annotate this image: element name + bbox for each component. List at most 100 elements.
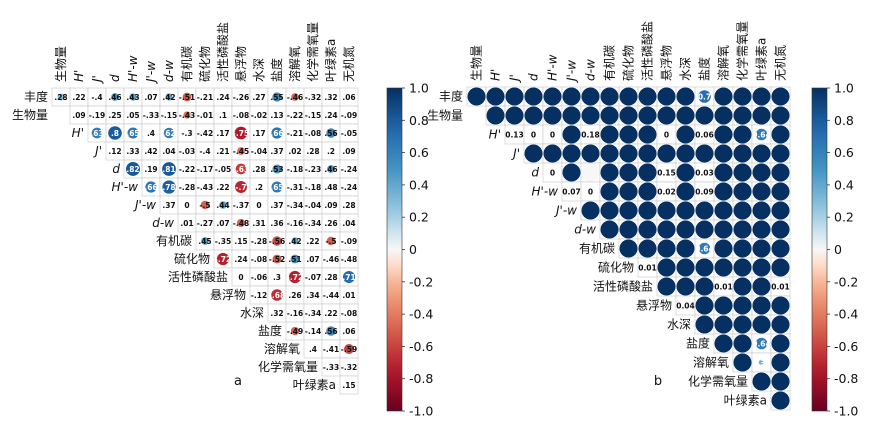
corr-circle [162, 162, 176, 176]
corr-circle [237, 147, 245, 155]
row-label: d [112, 162, 120, 176]
corr-circle [291, 237, 299, 245]
p-circle [600, 144, 619, 163]
corr-circle [126, 162, 140, 176]
corr-circle [271, 181, 283, 193]
value-label: .05 [126, 111, 139, 120]
value-label: .09 [342, 147, 355, 156]
p-circle [752, 258, 771, 277]
p-circle [733, 315, 752, 334]
corr-circle [219, 201, 227, 209]
column-label: 盐度 [269, 58, 284, 82]
p-circle [581, 106, 600, 125]
corr-circle [91, 127, 103, 139]
value-label: -.02 [251, 111, 267, 120]
corr-circle [236, 218, 246, 228]
value-label: .62 [162, 129, 175, 138]
p-circle [752, 315, 771, 334]
p-circle [543, 106, 562, 125]
value-label: .31 [252, 219, 265, 228]
p-circle [676, 125, 695, 144]
grid-cell [339, 375, 359, 395]
p-circle [467, 87, 486, 106]
p-circle [581, 163, 600, 182]
p-circle [638, 106, 657, 125]
corr-circle [235, 181, 247, 193]
value-label: .82 [126, 165, 139, 174]
value-label: .22 [72, 93, 85, 102]
row-label: 盐度 [686, 336, 710, 351]
corr-circle [342, 270, 356, 284]
corr-circle [272, 236, 282, 246]
p-circle [771, 163, 790, 182]
column-label: J' [90, 75, 104, 84]
corr-circle [271, 289, 283, 301]
colorbar [386, 87, 403, 412]
column-label: J'-w [144, 61, 158, 84]
corr-circle [291, 93, 299, 101]
p-circle [771, 391, 790, 410]
p-circle [676, 87, 695, 106]
p-label: 0.01 [771, 283, 790, 292]
value-label: .44 [216, 201, 229, 210]
p-circle [657, 258, 676, 277]
row-label: 盐度 [258, 323, 282, 338]
value-label: -.03 [179, 147, 195, 156]
value-label: .24 [234, 255, 247, 264]
corr-circle [108, 126, 122, 140]
column-label: d [527, 73, 541, 81]
row-label: d-w [574, 223, 596, 237]
corr-circle [127, 127, 139, 139]
value-label: -.06 [251, 273, 267, 282]
value-label: .15 [342, 381, 355, 390]
value-label: -.22 [179, 165, 195, 174]
value-label: .28 [342, 201, 355, 210]
p-label: 0 [550, 169, 555, 178]
value-label: .66 [144, 183, 157, 192]
column-label: H'-w [126, 55, 140, 82]
p-circle [752, 182, 771, 201]
value-label: -.32 [341, 363, 357, 372]
value-label: .55 [270, 93, 283, 102]
value-label: -.46 [287, 93, 303, 102]
value-label: .32 [324, 93, 337, 102]
p-circle [752, 106, 771, 125]
colorbar-tick-label: -0.2 [834, 274, 858, 289]
value-label: -.5 [199, 201, 210, 210]
p-circle [771, 372, 790, 391]
row-label: 有机碳 [579, 242, 615, 256]
p-circle [733, 296, 752, 315]
value-label: .81 [162, 165, 175, 174]
value-label: -.23 [305, 165, 321, 174]
p-label: 0.18 [581, 131, 600, 140]
colorbar-tick-label: 0.4 [409, 177, 429, 192]
value-label: .32 [270, 309, 283, 318]
column-label: 活性磷酸盐 [640, 21, 655, 81]
p-circle [714, 125, 733, 144]
column-label: 硫化物 [197, 46, 212, 82]
p-label: 0.01 [638, 264, 657, 273]
value-label: .78 [162, 183, 175, 192]
p-circle [619, 182, 638, 201]
colorbar-tick-label: -0.8 [409, 371, 433, 386]
value-label: .09 [72, 111, 85, 120]
value-label: -.31 [287, 183, 303, 192]
column-label: 水深 [252, 58, 266, 82]
column-label: 有机碳 [180, 46, 194, 82]
row-label: 水深 [240, 306, 264, 320]
p-circle [657, 201, 676, 220]
value-label: .4 [309, 345, 317, 354]
value-label: -.48 [341, 255, 357, 264]
colorbar-tick-label: -1.0 [834, 404, 858, 419]
p-circle [657, 277, 676, 296]
colorbar-tick-label: -0.8 [834, 371, 858, 386]
corr-circle [343, 343, 355, 355]
p-circle [771, 106, 790, 125]
p-label: 0.64 [752, 340, 771, 349]
p-circle [676, 277, 695, 296]
corr-circle [326, 326, 336, 336]
value-label: .12 [108, 147, 121, 156]
row-label: 硫化物 [174, 251, 210, 266]
p-label: 0.01 [714, 283, 733, 292]
column-label: J' [508, 74, 522, 83]
